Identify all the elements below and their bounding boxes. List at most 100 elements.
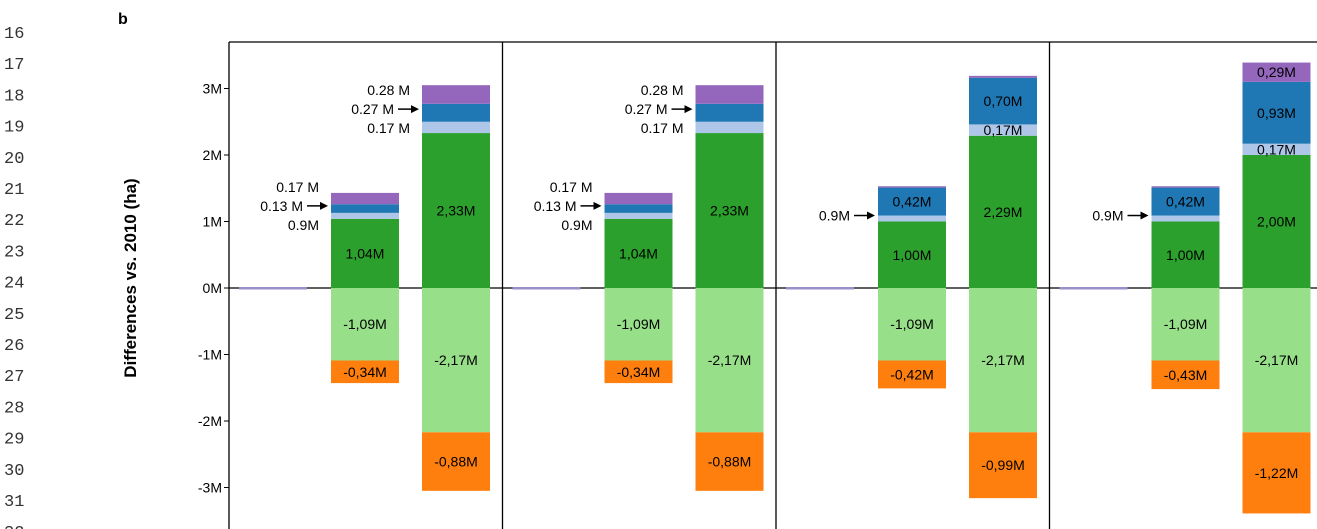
arrow-head <box>867 211 875 220</box>
bar-segment <box>786 287 854 290</box>
annotation-text: 0.17 M <box>550 179 593 195</box>
data-label: -0,88M <box>434 454 478 470</box>
line-number: 22 <box>4 212 24 231</box>
bar-segment <box>969 77 1037 125</box>
line-number: 24 <box>4 275 24 294</box>
data-label: 2,29M <box>984 204 1023 220</box>
data-label: -1,09M <box>343 316 387 332</box>
y-tick-label: 1M <box>203 214 222 230</box>
chart-panels: 1,04M -1,09M -0,34M 2,33M -2,17M -0,88M 0.17 M… <box>229 62 1317 514</box>
data-label: 0,17M <box>984 122 1023 138</box>
data-label: 1,04M <box>346 245 385 261</box>
data-label: -2,17M <box>981 352 1025 368</box>
plot-frame <box>228 41 1317 529</box>
bar-segment <box>1242 62 1311 82</box>
bar-segment <box>878 288 946 361</box>
annotation: 0.17 M 0.13 M 0.9M <box>534 179 602 233</box>
data-label: -0,42M <box>890 366 934 382</box>
panel-1: 1,04M -1,09M -0,34M 2,33M -2,17M -0,88M 0.17 M… <box>229 82 503 491</box>
bar-segment <box>422 103 490 122</box>
bar-3: 2,00M 0,17M 0,93M 0,29M -2,17M -1,22M <box>1242 62 1311 514</box>
y-tick-label: -2M <box>198 413 222 429</box>
bar-segment <box>695 85 764 104</box>
bar-segment <box>969 135 1037 288</box>
bar-segment <box>695 432 764 491</box>
bar-segment <box>1151 360 1220 390</box>
bar-segment <box>604 218 673 288</box>
bar-segment <box>422 85 490 104</box>
arrow-head <box>684 105 693 114</box>
annotation: 0.9M <box>1092 208 1149 224</box>
bar-segment <box>331 360 399 384</box>
data-label: -2,17M <box>1255 352 1299 368</box>
y-tick-label: 3M <box>203 81 222 97</box>
bar-3: 2,33M -2,17M -0,88M <box>422 85 490 491</box>
line-numbers: 16 17 18 19 20 21 22 23 24 25 26 27 28 29 30 31 32 <box>4 25 24 529</box>
annotation-text: 0.28 M <box>367 82 410 98</box>
annotation: 0.17 M 0.13 M 0.9M <box>260 179 328 233</box>
bar-segment <box>1151 186 1220 188</box>
bar-segment <box>604 360 673 384</box>
bar-segment <box>695 103 764 122</box>
line-number: 32 <box>4 524 24 529</box>
line-number: 20 <box>4 150 24 169</box>
bar-segment <box>331 212 399 219</box>
y-axis: 3M 2M 1M 0M -1M -2M -3M <box>198 81 229 496</box>
annotation-text: 0.9M <box>288 217 319 233</box>
data-label: 0,42M <box>893 194 932 210</box>
bar-segment <box>604 192 673 205</box>
data-label: -0,34M <box>617 364 661 380</box>
y-axis-label: Differences vs. 2010 (ha) <box>121 178 140 377</box>
bar-segment <box>1151 221 1220 288</box>
bar-segment <box>604 212 673 219</box>
data-label: -0,34M <box>343 364 387 380</box>
panel-4: 1,00M 0,42M -1,09M -0,43M 2,00M 0,17M 0,93M 0,2… <box>1049 62 1317 514</box>
data-label: 1,00M <box>893 247 932 263</box>
bar-1 <box>239 287 307 290</box>
bar-segment <box>239 287 307 290</box>
bar-2: 1,00M 0,42M -1,09M -0,43M <box>1151 186 1220 390</box>
bar-segment <box>331 288 399 361</box>
annotation-text: 0.9M <box>1092 208 1123 224</box>
bar-segment <box>695 288 764 433</box>
annotation-text: 0.13 M <box>534 198 577 214</box>
data-label: -1,09M <box>890 316 934 332</box>
bar-segment <box>331 204 399 213</box>
annotation: 0.28 M 0.27 M 0.17 M <box>351 82 419 136</box>
line-number: 25 <box>4 306 24 325</box>
data-label: 2,00M <box>1257 214 1296 230</box>
bar-segment <box>1059 287 1128 290</box>
bar-segment <box>1242 432 1311 514</box>
annotation-text: 0.9M <box>561 217 592 233</box>
data-label: -1,09M <box>617 316 661 332</box>
data-label: -1,09M <box>1164 316 1208 332</box>
annotation: 0.28 M 0.27 M 0.17 M <box>625 82 693 136</box>
arrow-head <box>411 105 419 114</box>
data-label: 0,70M <box>984 93 1023 109</box>
annotation-text: 0.9M <box>819 208 850 224</box>
bar-segment <box>422 432 490 491</box>
data-label: 0,93M <box>1257 105 1296 121</box>
data-label: -0,43M <box>1164 367 1208 383</box>
line-number: 16 <box>4 25 24 44</box>
line-number: 21 <box>4 181 24 200</box>
bar-segment <box>695 121 764 134</box>
bar-2: 1,04M -1,09M -0,34M <box>604 192 673 384</box>
data-label: -1,22M <box>1255 465 1299 481</box>
bar-1 <box>1059 287 1128 290</box>
bar-segment <box>878 221 946 288</box>
data-label: -2,17M <box>708 352 752 368</box>
bar-segment <box>878 186 946 188</box>
data-label: 2,33M <box>710 203 749 219</box>
bar-segment <box>422 121 490 134</box>
annotation-text: 0.27 M <box>351 101 394 117</box>
line-number: 23 <box>4 243 24 262</box>
annotation-text: 0.17 M <box>367 120 410 136</box>
line-number: 31 <box>4 493 24 512</box>
annotation-text: 0.28 M <box>641 82 684 98</box>
bar-3: 2,33M -2,17M -0,88M <box>695 85 764 491</box>
data-label: 1,00M <box>1166 247 1205 263</box>
bar-segment <box>1151 187 1220 216</box>
bar-1 <box>512 287 581 290</box>
